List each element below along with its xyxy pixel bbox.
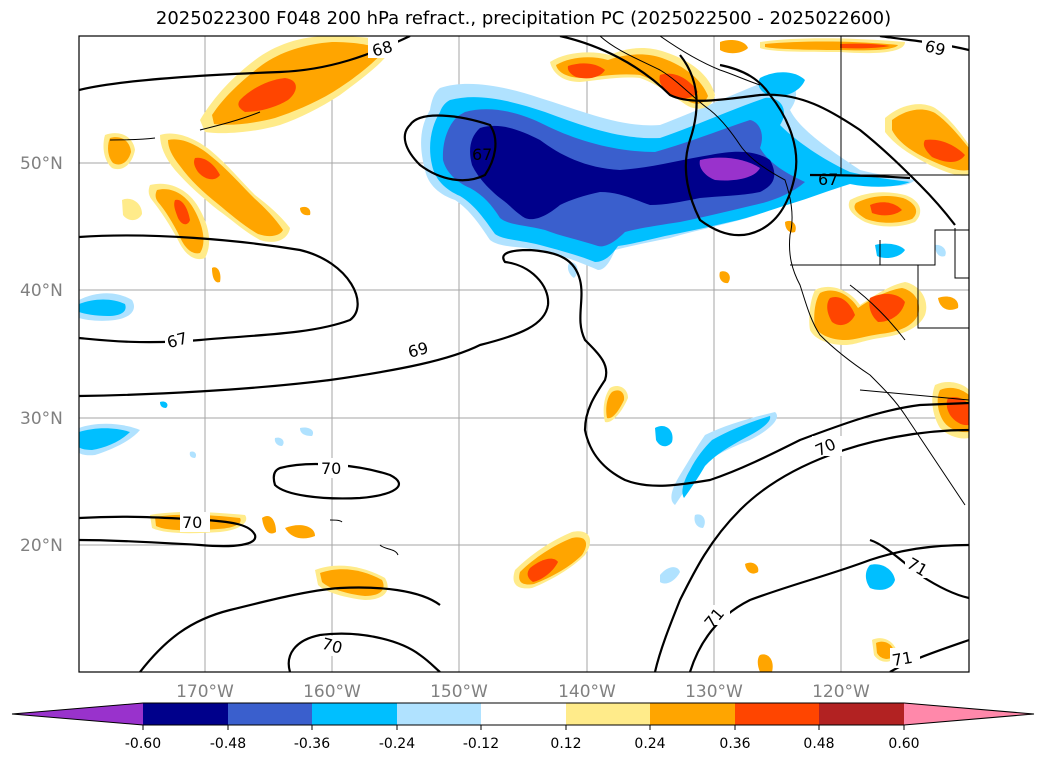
- colorbar-swatch: [481, 703, 566, 725]
- negative-shading: [79, 72, 946, 590]
- map-title: 2025022300 F048 200 hPa refract., precip…: [155, 8, 892, 29]
- colorbar-tick-label: 0.48: [803, 736, 834, 752]
- colorbar-swatch: [143, 703, 228, 725]
- contour-label-71-se: 71: [891, 648, 914, 670]
- colorbar-swatch: [228, 703, 312, 725]
- contours: [79, 36, 969, 672]
- lon-label-170w: 170°W: [176, 682, 234, 702]
- lon-label-160w: 160°W: [303, 682, 361, 702]
- colorbar-tick-label: 0.24: [634, 736, 665, 752]
- contour-label-70-west: 70: [182, 513, 202, 532]
- contour-label-70-center: 70: [321, 459, 341, 478]
- map-frame: [78, 35, 970, 673]
- colorbar-tick-label: -0.24: [379, 736, 415, 752]
- colorbar-left-extension: [12, 703, 143, 725]
- contour-label-70-south: 70: [320, 634, 345, 658]
- colorbar-tick-label: 0.36: [719, 736, 750, 752]
- colorbar-tick-label: -0.48: [210, 736, 246, 752]
- lon-label-130w: 130°W: [685, 682, 743, 702]
- colorbar-right-extension: [904, 703, 1034, 725]
- contour-label-69-ne: 69: [923, 36, 948, 60]
- latitude-labels: 50°N 40°N 30°N 20°N: [20, 154, 63, 556]
- lat-label-30n: 30°N: [20, 409, 63, 429]
- contour-label-67-coast: 67: [818, 170, 838, 189]
- colorbar-swatch: [650, 703, 735, 725]
- lon-label-150w: 150°W: [430, 682, 488, 702]
- colorbar-swatch: [566, 703, 650, 725]
- colorbar-tick-label: 0.60: [888, 736, 919, 752]
- contour-label-68: 68: [370, 37, 395, 61]
- lat-label-40n: 40°N: [20, 281, 63, 301]
- colorbar-tick-label: -0.36: [294, 736, 330, 752]
- contour-label-69: 69: [406, 338, 431, 362]
- colorbar-swatch: [735, 703, 819, 725]
- colorbar: -0.60 -0.48 -0.36 -0.24 -0.12 0.12 0.24 …: [11, 702, 1035, 752]
- lon-label-120w: 120°W: [812, 682, 870, 702]
- colorbar-swatch: [397, 703, 481, 725]
- lon-label-140w: 140°W: [558, 682, 616, 702]
- lat-label-20n: 20°N: [20, 536, 63, 556]
- contour-label-67-west: 67: [165, 328, 190, 352]
- colorbar-swatch: [819, 703, 904, 725]
- colorbar-tick-label: 0.12: [550, 736, 581, 752]
- contour-labels: 68 69 67 67 67 69 70 70 70 70 71 71 71: [165, 36, 952, 670]
- colorbar-tick-label: -0.60: [125, 736, 161, 752]
- longitude-labels: 170°W 160°W 150°W 140°W 130°W 120°W: [176, 682, 870, 702]
- lat-label-50n: 50°N: [20, 154, 63, 174]
- colorbar-swatch: [312, 703, 397, 725]
- colorbar-tick-label: -0.12: [463, 736, 499, 752]
- contour-label-67-mid: 67: [472, 145, 492, 164]
